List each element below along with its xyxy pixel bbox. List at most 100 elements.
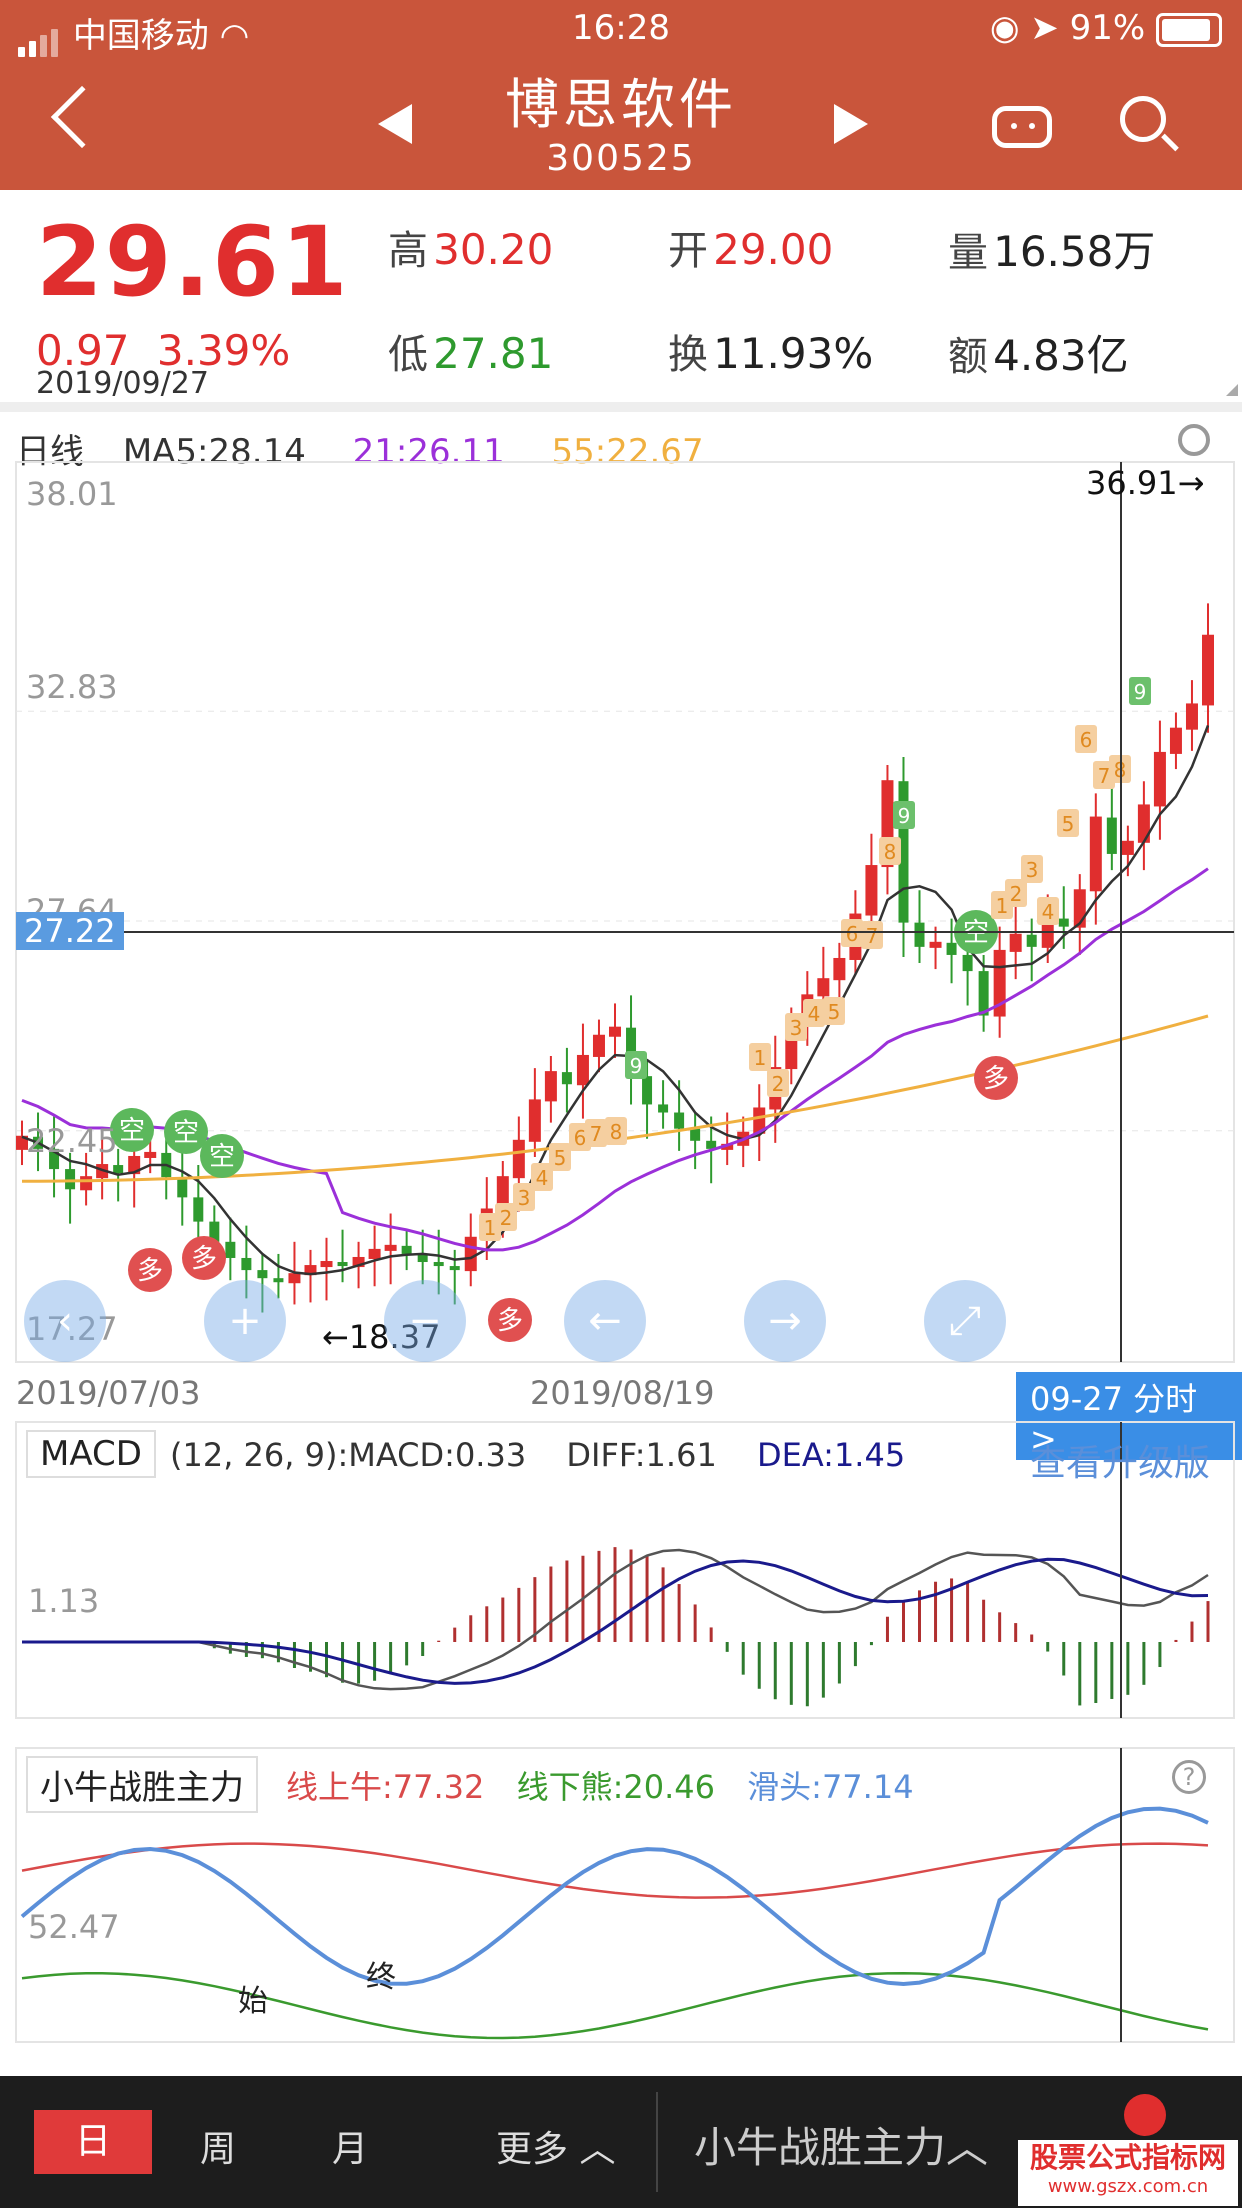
zoom-out-icon[interactable]: −: [384, 1280, 466, 1362]
stock-name: 博思软件: [505, 73, 737, 136]
td-marker-text: 8: [884, 840, 897, 864]
signal-duo: [974, 1056, 1018, 1100]
candle-body: [193, 1197, 204, 1222]
signal-kong: [110, 1108, 154, 1152]
candle-body: [417, 1253, 428, 1263]
tab-daily[interactable]: 日: [34, 2110, 152, 2174]
candle-body: [337, 1262, 348, 1267]
macd-selector[interactable]: MACD: [26, 1430, 156, 1478]
settings-gear-icon[interactable]: [1178, 424, 1210, 456]
move-left-icon[interactable]: ←: [564, 1280, 646, 1362]
td-marker: [893, 801, 915, 829]
candle-body-fill: [754, 1108, 765, 1133]
tab-monthly[interactable]: 月: [332, 2129, 369, 2170]
expand-corner-icon[interactable]: [1226, 384, 1238, 396]
td-marker-text: 6: [1080, 728, 1093, 752]
period-label: 日线: [16, 432, 84, 472]
bull-value: 线上牛:77.32: [286, 1768, 485, 1806]
indicator-picker[interactable]: 小牛战胜主力︿: [694, 2114, 988, 2175]
td-marker: [749, 1043, 771, 1071]
wifi-icon: ◠: [219, 16, 250, 56]
candle-body-fill: [369, 1249, 380, 1258]
indicator-selector[interactable]: 小牛战胜主力: [26, 1756, 258, 1813]
watermark-title: 股票公式指标网: [1029, 2141, 1226, 2174]
signal-duo-text: 多: [983, 1064, 1009, 1094]
start-marker: 始: [238, 1984, 268, 2019]
kline-chart[interactable]: 空空空空多多多多123456789123456789123456789: [0, 458, 1242, 1368]
td-marker: [1075, 725, 1097, 753]
macd-y-label: 1.13: [28, 1582, 100, 1620]
kline-legend: 日线 MA5:28.14 21:26.11 55:22.67: [16, 424, 704, 473]
candle-body-fill: [834, 958, 845, 980]
td-marker: [1005, 879, 1027, 907]
td-marker-text: 7: [866, 924, 879, 948]
last-price: 29.61: [36, 206, 350, 318]
price-change: 0.97 3.39%: [36, 326, 290, 375]
candle-body: [225, 1241, 236, 1258]
td-marker-text: 2: [772, 1072, 785, 1096]
candle-body-fill: [529, 1100, 540, 1141]
td-marker: [803, 999, 825, 1027]
signal-duo: [182, 1236, 226, 1280]
slip-value: 滑头:77.14: [747, 1768, 914, 1806]
change-value: 0.97: [36, 326, 130, 375]
robot-icon[interactable]: [992, 106, 1052, 148]
indicator-picker-label: 小牛战胜主力: [694, 2123, 947, 2172]
candle-body: [978, 971, 989, 1016]
stock-code: 300525: [546, 138, 696, 179]
td-marker-text: 6: [574, 1126, 587, 1150]
next-stock-icon[interactable]: [834, 104, 868, 144]
td-marker: [549, 1143, 571, 1171]
candle-body: [914, 922, 925, 947]
candle-body-fill: [593, 1035, 604, 1056]
slip-line: [20, 1806, 1209, 1987]
help-icon[interactable]: ?: [1172, 1760, 1206, 1794]
td-marker-text: 1: [484, 1216, 497, 1240]
candle-body: [898, 781, 909, 923]
bottom-toolbar: 日 周 月 更多 ︿ 小牛战胜主力︿ 股票公式指标网 www.gszx.com.…: [0, 2076, 1242, 2208]
td-marker-text: 8: [610, 1120, 623, 1144]
ma5-label: MA5:28.14: [122, 432, 306, 472]
tab-weekly[interactable]: 周: [200, 2129, 237, 2170]
candle-body: [690, 1128, 701, 1141]
candle-body-fill: [1186, 704, 1197, 729]
fullscreen-icon[interactable]: ⤢: [924, 1280, 1006, 1362]
candle-body: [561, 1072, 572, 1085]
upgrade-link[interactable]: 查看升级版: [1030, 1443, 1211, 1484]
td-marker-text: 3: [1026, 858, 1039, 882]
amount-field: 额 4.83亿: [948, 331, 1129, 380]
intraday-button[interactable]: 09-27 分时 >: [1016, 1372, 1242, 1460]
candle-body-fill: [1154, 752, 1165, 806]
prev-stock-icon[interactable]: [378, 104, 412, 144]
candle-body-fill: [722, 1144, 733, 1149]
battery-icon: [1156, 12, 1222, 47]
indicator-chart[interactable]: [0, 1744, 1242, 2046]
td-marker-text: 4: [1042, 900, 1055, 924]
candle-body: [177, 1177, 188, 1198]
carrier-status: 中国移动 ◠: [18, 8, 249, 57]
divider: [0, 402, 1242, 412]
td-marker-text: 2: [1010, 882, 1023, 906]
signal-kong-text: 空: [119, 1116, 145, 1146]
candle-body: [433, 1262, 444, 1267]
more-label: 更多: [496, 2129, 569, 2170]
change-percent: 3.39%: [156, 326, 291, 375]
scroll-left-edge-icon[interactable]: ‹: [24, 1280, 106, 1362]
y-label-bottom: 17.27: [26, 1310, 118, 1348]
record-dot-icon[interactable]: [1124, 2094, 1166, 2136]
battery-status: ◉ ➤ 91%: [990, 8, 1222, 48]
macd-chart[interactable]: [0, 1418, 1242, 1722]
search-icon[interactable]: [1120, 96, 1166, 142]
candle-body-fill: [1074, 890, 1085, 927]
tab-more[interactable]: 更多 ︿: [496, 2120, 615, 2172]
candle-body-fill: [1170, 728, 1181, 753]
indicator-y-label: 52.47: [28, 1908, 120, 1946]
candle-body-fill: [1010, 934, 1021, 951]
candle-body: [257, 1270, 268, 1279]
move-right-icon[interactable]: →: [744, 1280, 826, 1362]
watermark-url: www.gszx.com.cn: [1047, 2176, 1209, 2197]
candle-body: [49, 1148, 60, 1170]
td-marker: [861, 921, 883, 949]
ma55-label: 55:22.67: [551, 432, 704, 472]
zoom-in-icon[interactable]: +: [204, 1280, 286, 1362]
